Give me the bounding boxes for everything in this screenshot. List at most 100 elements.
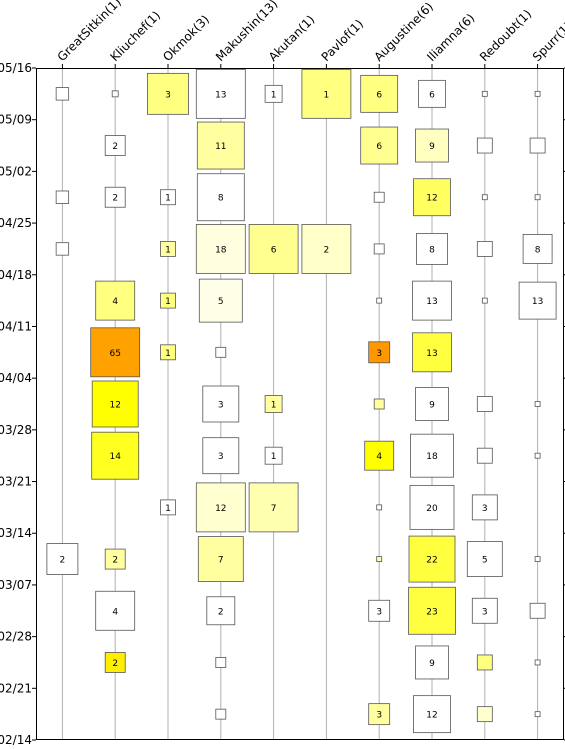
- heatmap-cell: [415, 387, 449, 421]
- cell-value-label: 5: [482, 556, 488, 566]
- x-tick-labels: GreatSitkin(1)Kliuchef(1)Okmok(3) Makushi…: [55, 0, 565, 68]
- cell-value-label: 14: [109, 452, 121, 462]
- cell-value-label: 18: [426, 452, 438, 462]
- cell-value-label: 65: [109, 349, 120, 359]
- heatmap-cell: [147, 72, 189, 115]
- heatmap-cell: [476, 706, 493, 723]
- heatmap-cell: [534, 194, 541, 201]
- cell-value-label: 11: [215, 142, 226, 152]
- heatmap-cell: [104, 135, 126, 156]
- heatmap-cell: [534, 659, 541, 666]
- heatmap-cell: [408, 586, 456, 635]
- heatmap-cell: [413, 178, 451, 217]
- heatmap-cell: [534, 401, 541, 407]
- cell-value-label: 13: [426, 297, 437, 307]
- heatmap-cell: [412, 280, 452, 321]
- heatmap-cell: [373, 398, 385, 410]
- cell-value-label: 1: [165, 245, 171, 255]
- x-tick-label: Kliuchef(1): [107, 8, 163, 64]
- heatmap-cell: [55, 242, 70, 256]
- y-tick-label: 03/21: [0, 475, 32, 489]
- heatmap-cell: [476, 137, 493, 154]
- heatmap-cell: [415, 645, 449, 680]
- heatmap-cell: [360, 74, 399, 113]
- cell-value-label: 2: [112, 142, 118, 152]
- cell-value-label: 8: [218, 194, 224, 204]
- x-tick-label: Pavlof(1): [319, 17, 366, 64]
- heatmap-cell: [534, 711, 541, 718]
- cell-value-label: 23: [426, 607, 437, 617]
- cell-value-label: 6: [429, 90, 435, 100]
- heatmap-cell: [202, 385, 240, 423]
- cell-value-label: 20: [426, 504, 438, 514]
- heatmap-cell: [476, 241, 493, 257]
- heatmap-cell: [522, 234, 553, 264]
- heatmap-cell: [160, 241, 176, 257]
- cell-value-label: 1: [324, 90, 330, 100]
- y-tick-label: 05/16: [0, 61, 32, 75]
- heatmap-cell: [418, 79, 446, 108]
- y-tick-label: 05/09: [0, 113, 32, 127]
- heatmap-cell: [160, 344, 176, 361]
- y-tick-labels: 05/16 05/09 05/02 04/25 04/18 04/11 04/04 03/28…: [0, 61, 565, 747]
- cell-value-label: 3: [218, 401, 224, 411]
- heatmap-cell: [376, 297, 383, 304]
- heatmap-cell: [46, 543, 79, 575]
- cell-value-label: 12: [109, 401, 120, 411]
- heatmap-cell: [248, 224, 299, 274]
- plot-frame: [36, 68, 564, 740]
- cell-value-label: 2: [60, 556, 66, 566]
- heatmap-cell: [264, 446, 283, 465]
- heatmap-cell: [55, 190, 70, 204]
- cell-value-label: 13: [215, 90, 226, 100]
- cell-value-label: 3: [376, 349, 382, 359]
- cell-value-label: 1: [271, 452, 277, 462]
- cell-layer: 2224651214242311111131181853312721611712…: [46, 68, 557, 734]
- cell-value-label: 3: [482, 607, 488, 617]
- cell-value-label: 2: [112, 556, 118, 566]
- heatmap-cell: [471, 494, 498, 521]
- y-tick-label: 04/25: [0, 216, 32, 230]
- cell-value-label: 2: [324, 245, 330, 255]
- heatmap-cell: [198, 278, 243, 323]
- cell-value-label: 13: [426, 349, 437, 359]
- cell-value-label: 7: [218, 556, 224, 566]
- heatmap-cell: [215, 708, 227, 720]
- heatmap-cell: [196, 173, 245, 222]
- heatmap-cell: [55, 87, 70, 101]
- cell-value-label: 2: [112, 194, 118, 204]
- cell-value-label: 4: [376, 452, 382, 462]
- y-tick-label: 03/28: [0, 423, 32, 437]
- cell-value-label: 2: [112, 659, 118, 669]
- cell-value-label: 1: [271, 401, 277, 411]
- cell-value-label: 1: [165, 504, 171, 514]
- heatmap-cell: [518, 281, 557, 320]
- y-tick-label: 03/14: [0, 526, 32, 540]
- heatmap-cell: [481, 194, 488, 201]
- heatmap-cell: [364, 440, 395, 471]
- heatmap-cell: [413, 695, 451, 734]
- x-tick-label: Okmok(3): [160, 12, 212, 64]
- x-tick-label: Iliamna(6): [424, 11, 477, 64]
- heatmap-cell: [160, 499, 176, 516]
- cell-value-label: 7: [271, 504, 277, 514]
- heatmap-cell: [202, 437, 240, 475]
- heatmap-cell: [215, 657, 227, 668]
- cell-value-label: 6: [376, 142, 382, 152]
- cell-value-label: 6: [271, 245, 277, 255]
- heatmap-cell: [376, 556, 383, 562]
- y-tick-label: 02/14: [0, 733, 32, 745]
- heatmap-cell: [476, 447, 493, 464]
- heatmap-cell: [360, 126, 399, 165]
- heatmap-cell: [529, 602, 546, 619]
- cell-value-label: 12: [426, 711, 437, 721]
- heatmap-cell: [373, 243, 385, 255]
- heatmap-cell: [264, 84, 283, 103]
- heatmap-cell: [95, 590, 136, 631]
- cell-value-label: 9: [429, 142, 435, 152]
- y-tick-label: 03/07: [0, 578, 32, 592]
- heatmap-cell: [373, 191, 385, 203]
- heatmap-cell: [368, 599, 391, 622]
